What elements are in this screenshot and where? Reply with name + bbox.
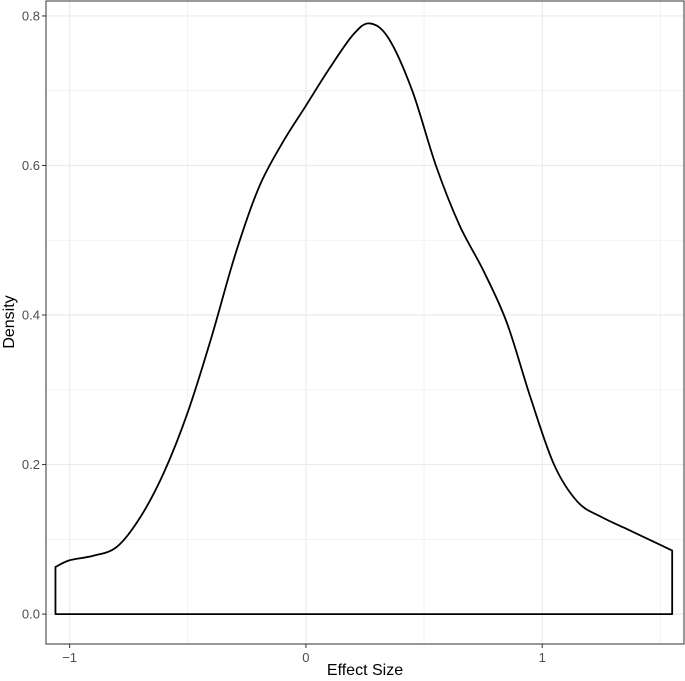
grid-major [46,1,684,644]
series-layer [54,22,674,615]
y-tick-label: 0.2 [22,457,40,472]
density-curve [54,22,674,615]
panel-border [45,0,685,645]
y-tick-label: 0.4 [22,308,40,323]
x-axis-title: Effect Size [327,662,403,679]
grid-minor [46,1,684,644]
y-axis: 0.0 0.2 0.4 0.6 0.8 [22,8,46,622]
x-tick-label: 0 [302,650,309,665]
x-tick-label: −1 [62,650,77,665]
x-tick-label: 1 [539,650,546,665]
y-tick-label: 0.0 [22,607,40,622]
y-tick-label: 0.6 [22,158,40,173]
x-axis: −1 0 1 [62,644,546,665]
y-axis-title: Density [1,295,18,348]
y-tick-label: 0.8 [22,8,40,23]
